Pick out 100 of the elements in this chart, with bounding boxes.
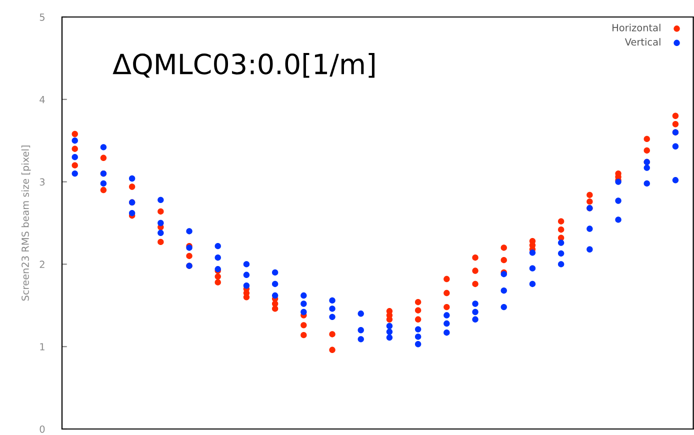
point [128, 175, 136, 182]
point [214, 254, 221, 261]
point [158, 220, 164, 226]
point [329, 331, 336, 338]
point [72, 137, 78, 144]
point [500, 256, 507, 264]
point [558, 250, 564, 257]
legend-label: Vertical [624, 38, 660, 46]
point [586, 192, 593, 198]
point [386, 328, 393, 335]
y-tick-label: 3 [40, 178, 45, 186]
point [644, 180, 650, 187]
point [243, 272, 250, 278]
point [386, 334, 393, 341]
point [158, 238, 164, 246]
y-tick-label: 4 [40, 96, 45, 104]
point [243, 294, 250, 300]
point [444, 312, 450, 318]
point [644, 136, 650, 142]
point [329, 346, 336, 353]
point [615, 198, 622, 204]
point [72, 146, 78, 152]
point [300, 322, 307, 328]
point [672, 112, 679, 119]
point [158, 208, 164, 215]
point [414, 341, 422, 348]
point [644, 147, 650, 154]
point [444, 320, 450, 327]
point [586, 226, 593, 232]
point [158, 196, 164, 204]
point [72, 170, 78, 177]
point [558, 240, 564, 246]
point [414, 316, 422, 323]
point [72, 162, 78, 168]
point [329, 306, 336, 312]
point [414, 334, 422, 340]
point [100, 186, 107, 194]
point [386, 322, 393, 330]
point [472, 300, 478, 307]
point [444, 276, 450, 282]
point [472, 254, 478, 261]
point [500, 287, 507, 294]
point [586, 198, 593, 205]
point [300, 300, 307, 307]
point [272, 269, 278, 276]
point [158, 230, 164, 236]
point [243, 261, 250, 268]
point [358, 336, 364, 342]
point [472, 316, 478, 323]
point [672, 121, 679, 128]
point [72, 130, 78, 138]
point [472, 308, 478, 316]
point [272, 280, 278, 288]
y-tick-label: 2 [40, 260, 44, 268]
point [500, 304, 507, 310]
point [672, 143, 679, 150]
point [558, 218, 564, 224]
y-tick-label: 1 [40, 343, 44, 350]
point [529, 250, 536, 256]
point [100, 154, 107, 162]
legend-label: Horizontal [612, 24, 660, 32]
point [300, 292, 307, 299]
point [243, 282, 250, 289]
point [644, 164, 650, 171]
point [300, 308, 307, 316]
point [444, 329, 450, 336]
point [558, 261, 564, 268]
point [186, 228, 192, 234]
point [128, 210, 136, 216]
point [414, 299, 422, 306]
y-tick-label: 5 [40, 14, 44, 21]
point [358, 310, 364, 317]
point [444, 290, 450, 296]
point [72, 154, 78, 160]
point [500, 244, 507, 251]
y-axis-title: Screen23 RMS beam size [pixel] [21, 146, 31, 301]
point [272, 292, 278, 299]
point [414, 326, 422, 332]
point [414, 307, 422, 314]
point [358, 327, 364, 334]
point [586, 246, 593, 252]
point [128, 184, 136, 190]
point [329, 297, 336, 304]
point [472, 280, 478, 288]
point [186, 252, 192, 260]
point [214, 242, 221, 250]
point [672, 177, 679, 184]
point [615, 216, 622, 223]
point [529, 265, 536, 272]
point [100, 180, 107, 187]
point [444, 304, 450, 310]
point [472, 268, 478, 274]
point [100, 144, 107, 150]
point [558, 226, 564, 233]
annotation: ΔQMLC03:0.0[1/m] [112, 53, 374, 78]
point [529, 280, 536, 288]
point [386, 316, 393, 323]
point [329, 314, 336, 320]
point [272, 306, 278, 312]
y-tick-label: 0 [40, 425, 45, 433]
